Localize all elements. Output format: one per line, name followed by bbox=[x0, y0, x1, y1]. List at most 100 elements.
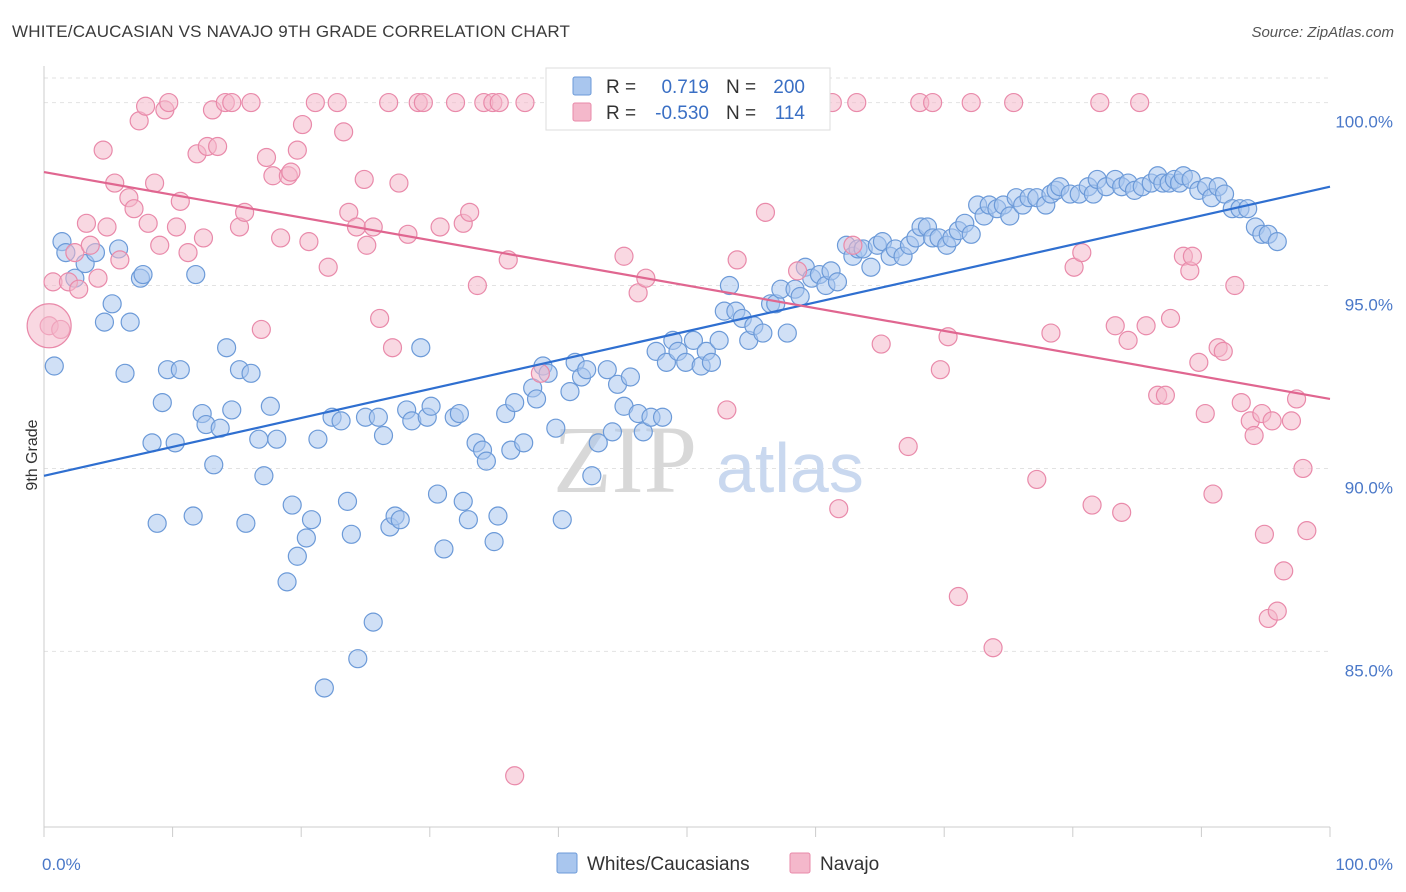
point-navajo-44 bbox=[305, 92, 325, 113]
point-navajo-60 bbox=[430, 217, 450, 237]
bottom-legend-navajo: Navajo bbox=[820, 854, 879, 875]
trend-line-navajo bbox=[43, 171, 1331, 401]
point-whites-36 bbox=[287, 546, 307, 566]
axes bbox=[43, 66, 1331, 837]
point-whites-62 bbox=[453, 491, 473, 511]
legend-n-label-2: N = bbox=[726, 103, 756, 124]
point-whites-7 bbox=[102, 294, 122, 314]
point-navajo-50 bbox=[354, 169, 374, 190]
point-navajo-103 bbox=[1082, 495, 1102, 515]
point-whites-78 bbox=[552, 510, 572, 530]
point-whites-66 bbox=[476, 451, 496, 471]
trend-line-whites bbox=[43, 185, 1331, 477]
point-whites-77 bbox=[546, 418, 566, 438]
point-navajo-109 bbox=[1136, 316, 1156, 336]
point-whites-17 bbox=[165, 433, 185, 453]
point-navajo-7 bbox=[80, 235, 100, 255]
point-navajo-133 bbox=[1293, 458, 1313, 479]
point-navajo-69 bbox=[505, 766, 525, 786]
legend-r-label-1: R = bbox=[606, 77, 636, 98]
point-whites-55 bbox=[411, 338, 431, 358]
legend-n-label-1: N = bbox=[726, 77, 756, 98]
point-navajo-88 bbox=[847, 92, 867, 113]
point-navajo-67 bbox=[489, 92, 509, 113]
y-tick-label-0: 100.0% bbox=[1335, 113, 1393, 132]
point-navajo-8 bbox=[88, 268, 108, 288]
point-navajo-81 bbox=[727, 250, 747, 270]
point-navajo-108 bbox=[1130, 92, 1150, 113]
point-navajo-96 bbox=[961, 92, 981, 113]
chart-title: WHITE/CAUCASIAN VS NAVAJO 9TH GRADE CORR… bbox=[12, 22, 571, 41]
point-whites-43 bbox=[337, 491, 358, 511]
y-tick-label-3: 85.0% bbox=[1345, 661, 1393, 680]
point-whites-102 bbox=[701, 352, 722, 372]
point-whites-72 bbox=[514, 433, 534, 453]
point-whites-58 bbox=[427, 484, 448, 504]
point-navajo-26 bbox=[193, 228, 214, 248]
point-navajo-99 bbox=[1027, 469, 1047, 490]
point-whites-68 bbox=[488, 506, 508, 526]
point-navajo-82 bbox=[755, 202, 776, 222]
tick-labels: 100.0% 95.0% 90.0% 85.0% 0.0% 100.0% bbox=[42, 113, 1393, 874]
point-whites-39 bbox=[308, 429, 328, 449]
point-whites-37 bbox=[296, 528, 316, 548]
point-whites-19 bbox=[183, 506, 203, 526]
point-whites-188 bbox=[1267, 232, 1287, 252]
x-tick-label-1: 100.0% bbox=[1335, 855, 1393, 874]
point-whites-149 bbox=[1000, 206, 1020, 226]
point-navajo-92 bbox=[923, 92, 943, 113]
point-whites-143 bbox=[961, 224, 981, 244]
point-whites-89 bbox=[620, 367, 641, 387]
point-navajo-104 bbox=[1090, 92, 1110, 113]
point-navajo-34 bbox=[241, 92, 261, 113]
point-navajo-112 bbox=[1160, 308, 1181, 329]
point-whites-49 bbox=[373, 425, 394, 446]
point-navajo-24 bbox=[178, 242, 198, 263]
point-whites-103 bbox=[709, 330, 729, 350]
point-whites-31 bbox=[254, 466, 274, 486]
point-whites-6 bbox=[94, 312, 115, 332]
point-navajo-64 bbox=[467, 275, 487, 296]
point-navajo-36 bbox=[256, 147, 277, 168]
point-whites-10 bbox=[120, 312, 140, 332]
point-navajo-59 bbox=[413, 92, 433, 113]
point-navajo-9 bbox=[93, 140, 113, 160]
point-navajo-31 bbox=[222, 92, 242, 113]
point-whites-18 bbox=[170, 360, 190, 380]
point-navajo-71 bbox=[530, 363, 550, 383]
point-whites-14 bbox=[147, 513, 167, 533]
point-navajo-83 bbox=[787, 261, 808, 281]
point-navajo-63 bbox=[460, 202, 480, 222]
point-navajo-130 bbox=[1274, 561, 1294, 581]
point-navajo-117 bbox=[1195, 403, 1215, 424]
point-navajo-121 bbox=[1225, 275, 1245, 296]
point-navajo-52 bbox=[363, 217, 383, 237]
point-navajo-53 bbox=[370, 308, 390, 329]
point-whites-35 bbox=[282, 495, 302, 515]
point-navajo-131 bbox=[1281, 411, 1302, 431]
point-navajo-18 bbox=[144, 173, 165, 193]
point-navajo-75 bbox=[614, 246, 634, 266]
point-whites-20 bbox=[186, 264, 206, 285]
point-navajo-106 bbox=[1112, 502, 1132, 522]
point-navajo-55 bbox=[382, 338, 403, 358]
point-whites-99 bbox=[683, 330, 704, 350]
point-navajo-89 bbox=[871, 334, 891, 354]
point-whites-34 bbox=[277, 572, 297, 592]
bottom-legend-swatch-pink bbox=[789, 852, 811, 874]
point-navajo-98 bbox=[1004, 92, 1024, 113]
point-navajo-128 bbox=[1262, 411, 1282, 431]
point-whites-110 bbox=[753, 323, 773, 343]
point-navajo-134 bbox=[1297, 521, 1317, 541]
watermark-zip: ZIP bbox=[553, 406, 697, 513]
point-whites-61 bbox=[449, 403, 469, 424]
point-whites-83 bbox=[582, 466, 602, 486]
point-navajo-102 bbox=[1072, 242, 1092, 263]
x-tick-label-0: 0.0% bbox=[42, 855, 81, 874]
y-tick-label-2: 90.0% bbox=[1345, 478, 1393, 497]
point-whites-33 bbox=[267, 429, 287, 449]
point-whites-48 bbox=[368, 407, 388, 427]
point-whites-94 bbox=[652, 407, 673, 427]
point-whites-15 bbox=[152, 392, 172, 413]
point-navajo-93 bbox=[930, 360, 950, 380]
